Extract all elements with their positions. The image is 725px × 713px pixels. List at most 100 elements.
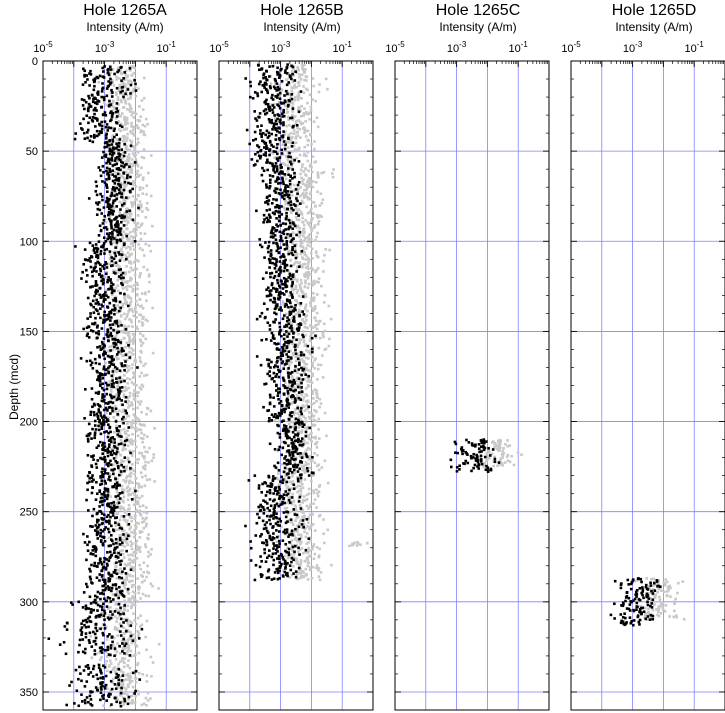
data-point [91,94,94,97]
data-point [270,121,274,125]
data-point [63,625,67,628]
data-point [132,90,135,93]
data-point [81,638,85,641]
data-point [136,577,139,580]
data-point [107,350,111,353]
data-point [110,385,114,388]
data-point [123,686,126,690]
data-point [112,430,116,434]
data-point [307,446,310,450]
data-point [111,289,115,292]
data-point [126,641,129,644]
data-point [138,451,141,455]
data-point [118,526,122,530]
data-point [106,129,110,132]
data-point [326,87,329,91]
data-point [125,564,129,567]
data-point [140,580,144,584]
data-point [97,408,101,411]
data-point [253,130,257,134]
data-point [125,207,128,211]
data-point [132,335,136,339]
data-point [99,192,102,196]
data-point [109,662,113,666]
data-point [136,394,139,398]
data-point [101,393,104,397]
data-point [122,165,126,169]
data-point [305,400,308,403]
data-point [117,350,120,354]
data-point [97,80,101,84]
data-point [125,617,128,621]
data-point [95,246,98,250]
data-point [95,129,99,133]
data-point [98,604,102,608]
data-point [300,73,304,77]
data-point [292,183,296,187]
data-point [89,524,92,528]
data-point [317,320,321,323]
data-point [95,576,99,580]
data-point [95,298,98,302]
data-point [110,159,114,162]
data-point [93,431,97,434]
data-point [293,253,297,257]
data-point [121,214,124,217]
data-point [105,145,109,149]
data-point [279,401,283,405]
data-point [129,318,133,322]
data-point [128,97,132,100]
data-point [114,455,118,459]
data-point [131,701,134,705]
data-point [141,475,144,479]
data-point [145,184,149,187]
data-point [108,167,112,171]
data-point [111,323,115,326]
data-point [101,641,105,645]
data-point [109,688,113,692]
data-point [306,385,310,388]
data-point [108,82,112,86]
data-point [145,201,149,205]
data-point [296,412,299,415]
data-point [110,524,113,528]
data-point [109,653,112,657]
data-point [108,158,112,161]
data-point [122,374,126,377]
data-point [317,568,320,572]
data-point [262,109,266,113]
data-point [307,257,311,261]
data-point [103,539,107,543]
data-point [133,528,136,532]
data-point [99,252,102,256]
data-point [116,172,120,176]
data-point [309,454,312,458]
data-point [110,390,113,393]
data-point [295,218,299,221]
data-point [99,528,103,532]
data-point [148,446,151,450]
data-point [135,281,139,285]
data-point [285,140,289,144]
data-point [138,356,142,359]
data-point [108,257,112,261]
data-point [97,133,101,136]
data-point [131,363,134,366]
data-point [119,249,122,253]
data-point [125,127,128,131]
data-point [99,540,103,543]
data-point [123,324,126,328]
data-point [103,442,106,445]
data-point [115,353,119,356]
data-point [147,533,150,536]
data-point [147,244,151,247]
data-point [299,186,302,189]
data-point [102,236,106,240]
data-point [283,163,287,167]
data-point [310,217,313,221]
data-point [141,178,145,182]
data-point [267,131,271,135]
data-point [96,93,100,96]
data-point [295,123,299,127]
data-point [114,541,118,545]
